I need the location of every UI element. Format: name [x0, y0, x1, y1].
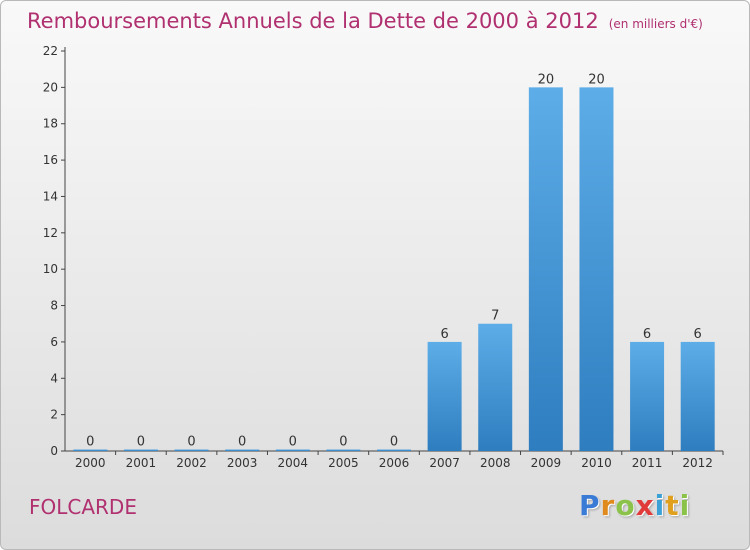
bar-2004	[275, 449, 310, 451]
data-label-2001: 0	[137, 435, 145, 450]
y-tick-label: 10	[43, 262, 58, 276]
x-tick-label-2007: 2007	[429, 456, 460, 470]
data-label-2002: 0	[187, 435, 195, 450]
bar-2012	[680, 341, 715, 451]
y-tick-label: 20	[43, 80, 58, 94]
data-label-2003: 0	[238, 435, 246, 450]
logo-letter: x	[635, 489, 655, 522]
logo-letter: t	[665, 489, 680, 522]
x-tick-label-2006: 2006	[379, 456, 410, 470]
x-tick-label-2001: 2001	[126, 456, 157, 470]
bar-2006	[377, 449, 411, 451]
data-label-2005: 0	[339, 435, 347, 450]
bar-2011	[630, 341, 665, 451]
chart-title-text: Remboursements Annuels de la Dette de 20…	[27, 9, 599, 33]
bar-2002	[174, 449, 209, 451]
data-label-2006: 0	[390, 435, 398, 450]
logo-letter: o	[615, 489, 636, 522]
data-label-2007: 6	[440, 327, 448, 342]
x-tick-label-2009: 2009	[531, 456, 562, 470]
logo-letter: i	[679, 489, 691, 522]
data-label-2009: 20	[538, 72, 555, 87]
bar-2001	[123, 449, 158, 451]
x-tick-label-2005: 2005	[328, 456, 359, 470]
data-label-2004: 0	[289, 435, 297, 450]
bar-2000	[73, 449, 108, 451]
data-label-2008: 7	[491, 309, 499, 324]
bar-2007	[427, 341, 462, 451]
bar-2003	[225, 449, 260, 451]
y-tick-label: 4	[50, 371, 58, 385]
y-tick-label: 22	[43, 44, 58, 58]
x-tick-label-2011: 2011	[632, 456, 663, 470]
data-label-2010: 20	[588, 72, 605, 87]
y-tick-label: 2	[50, 408, 58, 422]
x-tick-label-2002: 2002	[176, 456, 207, 470]
logo-letter: P	[579, 489, 601, 522]
x-tick-label-2003: 2003	[227, 456, 258, 470]
x-tick-label-2004: 2004	[277, 456, 308, 470]
logo-letter: r	[600, 489, 616, 522]
commune-name: FOLCARDE	[29, 495, 137, 519]
x-tick-label-2010: 2010	[581, 456, 612, 470]
bar-2008	[478, 323, 513, 451]
bar-2009	[528, 87, 563, 451]
x-tick-label-2000: 2000	[75, 456, 106, 470]
y-tick-label: 14	[43, 189, 58, 203]
bar-2005	[326, 449, 361, 451]
chart-title: Remboursements Annuels de la Dette de 20…	[27, 9, 703, 33]
y-tick-label: 0	[50, 444, 58, 458]
y-tick-label: 18	[43, 117, 58, 131]
proxiti-logo[interactable]: Proxiti	[579, 489, 690, 522]
axes: 0 2 4 6 8 10 12 14 16 18 20 22	[43, 44, 724, 458]
y-tick-label: 16	[43, 153, 58, 167]
labels: 0200002001020020200302004020050200662007…	[75, 72, 713, 470]
y-tick-label: 12	[43, 226, 58, 240]
data-label-2011: 6	[643, 327, 651, 342]
chart-unit: (en milliers d'€)	[608, 17, 703, 31]
x-tick-label-2012: 2012	[682, 456, 713, 470]
y-tick-label: 8	[50, 299, 58, 313]
data-label-2000: 0	[86, 435, 94, 450]
x-tick-label-2008: 2008	[480, 456, 511, 470]
logo-letter: i	[654, 489, 666, 522]
bar-2010	[579, 87, 614, 451]
bars	[73, 87, 715, 451]
data-label-2012: 6	[694, 327, 702, 342]
y-tick-label: 6	[50, 335, 58, 349]
